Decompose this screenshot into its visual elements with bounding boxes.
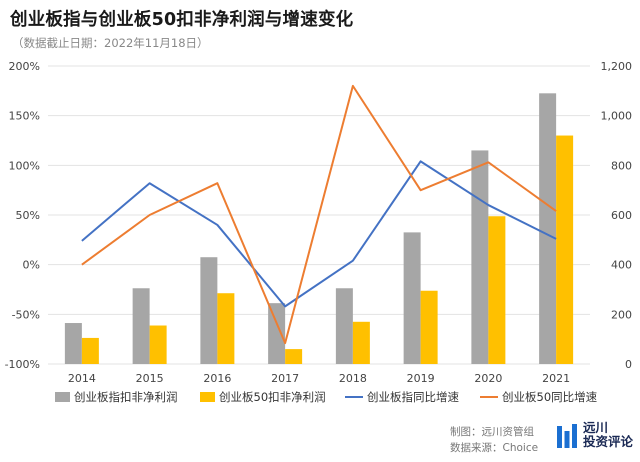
bar — [217, 293, 235, 364]
legend-label: 创业板50扣非净利润 — [219, 390, 326, 404]
legend-label: 创业板指同比增速 — [367, 390, 459, 404]
bar — [471, 150, 489, 364]
bar — [149, 325, 167, 364]
x-axis-tick-label: 2018 — [339, 372, 367, 385]
x-axis-tick-label: 2014 — [68, 372, 96, 385]
bar — [132, 288, 150, 364]
left-axis-tick-label: -100% — [5, 358, 40, 371]
brand-logo-icon — [557, 424, 577, 448]
bar — [420, 290, 438, 364]
bar — [200, 257, 218, 364]
legend-swatch — [200, 392, 215, 402]
footer-maker: 制图：远川资管组 — [450, 426, 534, 438]
legend-swatch — [55, 392, 70, 402]
bar — [539, 93, 557, 365]
bar — [81, 337, 99, 364]
right-axis-tick-label: 400 — [611, 259, 632, 272]
left-axis-tick-label: -50% — [12, 308, 40, 321]
x-axis-tick-label: 2016 — [203, 372, 231, 385]
right-axis-tick-label: 600 — [611, 209, 632, 222]
bar — [64, 323, 82, 364]
bar — [285, 349, 303, 364]
legend-label: 创业板50同比增速 — [502, 390, 598, 404]
bar — [335, 288, 353, 364]
left-axis-tick-label: 150% — [9, 110, 40, 123]
right-axis-tick-label: 800 — [611, 159, 632, 172]
left-axis-tick-label: 50% — [16, 209, 40, 222]
right-axis-tick-label: 1,000 — [601, 110, 633, 123]
bar — [268, 303, 286, 364]
x-axis-tick-label: 2019 — [407, 372, 435, 385]
bar — [556, 135, 574, 364]
chart-subtitle: （数据截止日期：2022年11月18日） — [12, 36, 209, 50]
bar — [488, 216, 506, 364]
series-line — [81, 84, 557, 345]
bar — [403, 232, 421, 364]
x-axis-tick-label: 2015 — [136, 372, 164, 385]
x-axis-tick-label: 2017 — [271, 372, 299, 385]
bar — [352, 321, 370, 364]
legend-label: 创业板指扣非净利润 — [74, 390, 178, 404]
footer-source: 数据来源：Choice — [450, 442, 539, 454]
brand-logo-text: 远川 投资评论 — [583, 420, 634, 449]
right-axis-tick-label: 200 — [611, 308, 632, 321]
x-axis-tick-label: 2021 — [542, 372, 570, 385]
left-axis-tick-label: 200% — [9, 60, 40, 73]
x-axis-tick-label: 2020 — [474, 372, 502, 385]
left-axis-tick-label: 100% — [9, 159, 40, 172]
series-line — [81, 160, 557, 308]
chart-title: 创业板指与创业板50扣非净利润与增速变化 — [10, 10, 354, 30]
right-axis-tick-label: 0 — [625, 358, 632, 371]
left-axis-tick-label: 0% — [23, 259, 40, 272]
right-axis-tick-label: 1,200 — [601, 60, 633, 73]
